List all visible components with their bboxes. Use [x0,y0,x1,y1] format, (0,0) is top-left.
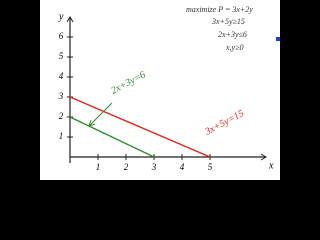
annotation: x,y≥0 [225,43,244,52]
page: x y 1 2 3 4 5 1 2 3 4 5 6 2x+3y=6 3x+5y=15 maximize P =… [40,0,280,180]
marker [276,37,280,41]
y-arrow [66,16,74,23]
y-tick-label: 1 [59,131,64,141]
line [69,96,211,158]
x-arrow [260,153,267,161]
x-tick-label: 3 [151,162,157,172]
x-tick-label: 1 [96,162,101,172]
annotation: 3x+5y≥15 [211,17,245,26]
y-tick-label: 5 [59,51,64,61]
annotation: 2x+3y≤6 [218,30,247,39]
x-tick-label: 4 [180,162,185,172]
annotation: maximize P = 3x+2y [186,5,253,14]
y-tick-label: 2 [59,111,64,121]
label-arrow [88,102,113,127]
y-axis-label: y [58,11,64,22]
board [40,0,280,180]
x-tick-label: 5 [208,162,213,172]
line [69,116,155,158]
x-tick-label: 2 [124,162,129,172]
y-tick-label: 6 [59,31,64,41]
y-tick-label: 4 [59,71,64,81]
x-axis-label: x [268,160,274,171]
y-tick-label: 3 [58,91,64,101]
